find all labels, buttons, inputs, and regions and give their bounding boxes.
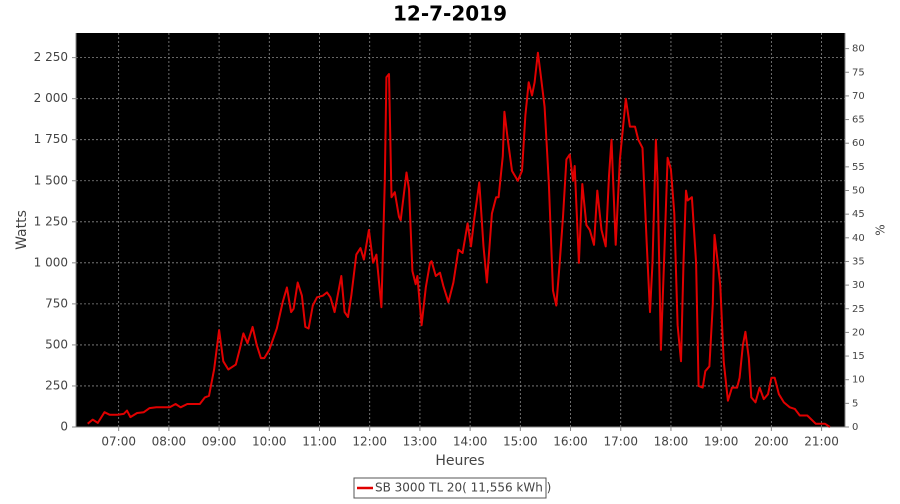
y2-tick-label: 60	[852, 138, 865, 149]
legend-label: SB 3000 TL 20( 11,556 kWh )	[375, 481, 551, 495]
x-tick-label: 10:00	[252, 435, 287, 449]
y2-tick-label: 5	[852, 398, 858, 409]
y2-tick-label: 65	[852, 115, 865, 126]
y-tick-label: 2 000	[34, 91, 68, 105]
x-tick-label: 16:00	[553, 435, 588, 449]
x-tick-label: 08:00	[152, 435, 187, 449]
y2-tick-label: 25	[852, 304, 865, 315]
x-tick-label: 12:00	[352, 435, 387, 449]
x-tick-label: 21:00	[804, 435, 839, 449]
series-line	[87, 51, 831, 428]
y-tick-label: 2 250	[34, 50, 68, 64]
x-tick-label: 19:00	[704, 435, 739, 449]
y2-tick-label: 45	[852, 209, 865, 220]
y2-tick-label: 80	[852, 44, 865, 55]
y2-tick-label: 55	[852, 162, 865, 173]
x-tick-label: 11:00	[302, 435, 337, 449]
legend-box	[353, 477, 547, 499]
y2-tick-label: 10	[852, 375, 865, 386]
y-tick-label: 500	[45, 337, 68, 351]
x-tick-label: 18:00	[654, 435, 689, 449]
y2-tick-label: 40	[852, 233, 865, 244]
x-tick-label: 13:00	[403, 435, 438, 449]
y-tick-label: 750	[45, 296, 68, 310]
y-axis-title: Watts	[14, 210, 30, 250]
y2-tick-label: 20	[852, 327, 865, 338]
chart-title: 12-7-2019	[393, 2, 507, 26]
y-tick-label: 1 000	[34, 255, 68, 269]
y2-tick-label: 50	[852, 186, 865, 197]
y-tick-label: 0	[60, 420, 68, 434]
y-tick-label: 1 500	[34, 173, 68, 187]
x-tick-label: 20:00	[754, 435, 789, 449]
x-tick-label: 09:00	[202, 435, 237, 449]
y2-tick-label: 75	[852, 67, 865, 78]
y2-tick-label: 15	[852, 351, 865, 362]
x-tick-label: 17:00	[603, 435, 638, 449]
y2-tick-label: 30	[852, 280, 865, 291]
y-tick-label: 250	[45, 378, 68, 392]
plot-area	[76, 33, 845, 427]
x-tick-label: 14:00	[453, 435, 488, 449]
x-axis-title: Heures	[435, 453, 484, 469]
legend: SB 3000 TL 20( 11,556 kWh )	[353, 477, 551, 499]
x-tick-label: 15:00	[503, 435, 538, 449]
y2-tick-label: 70	[852, 91, 865, 102]
x-tick-label: 07:00	[101, 435, 136, 449]
y2-tick-label: 0	[852, 422, 858, 433]
y-tick-label: 1 750	[34, 132, 68, 146]
y-tick-label: 1 250	[34, 214, 68, 228]
y2-axis-title: %	[874, 224, 888, 235]
y2-tick-label: 35	[852, 256, 865, 267]
